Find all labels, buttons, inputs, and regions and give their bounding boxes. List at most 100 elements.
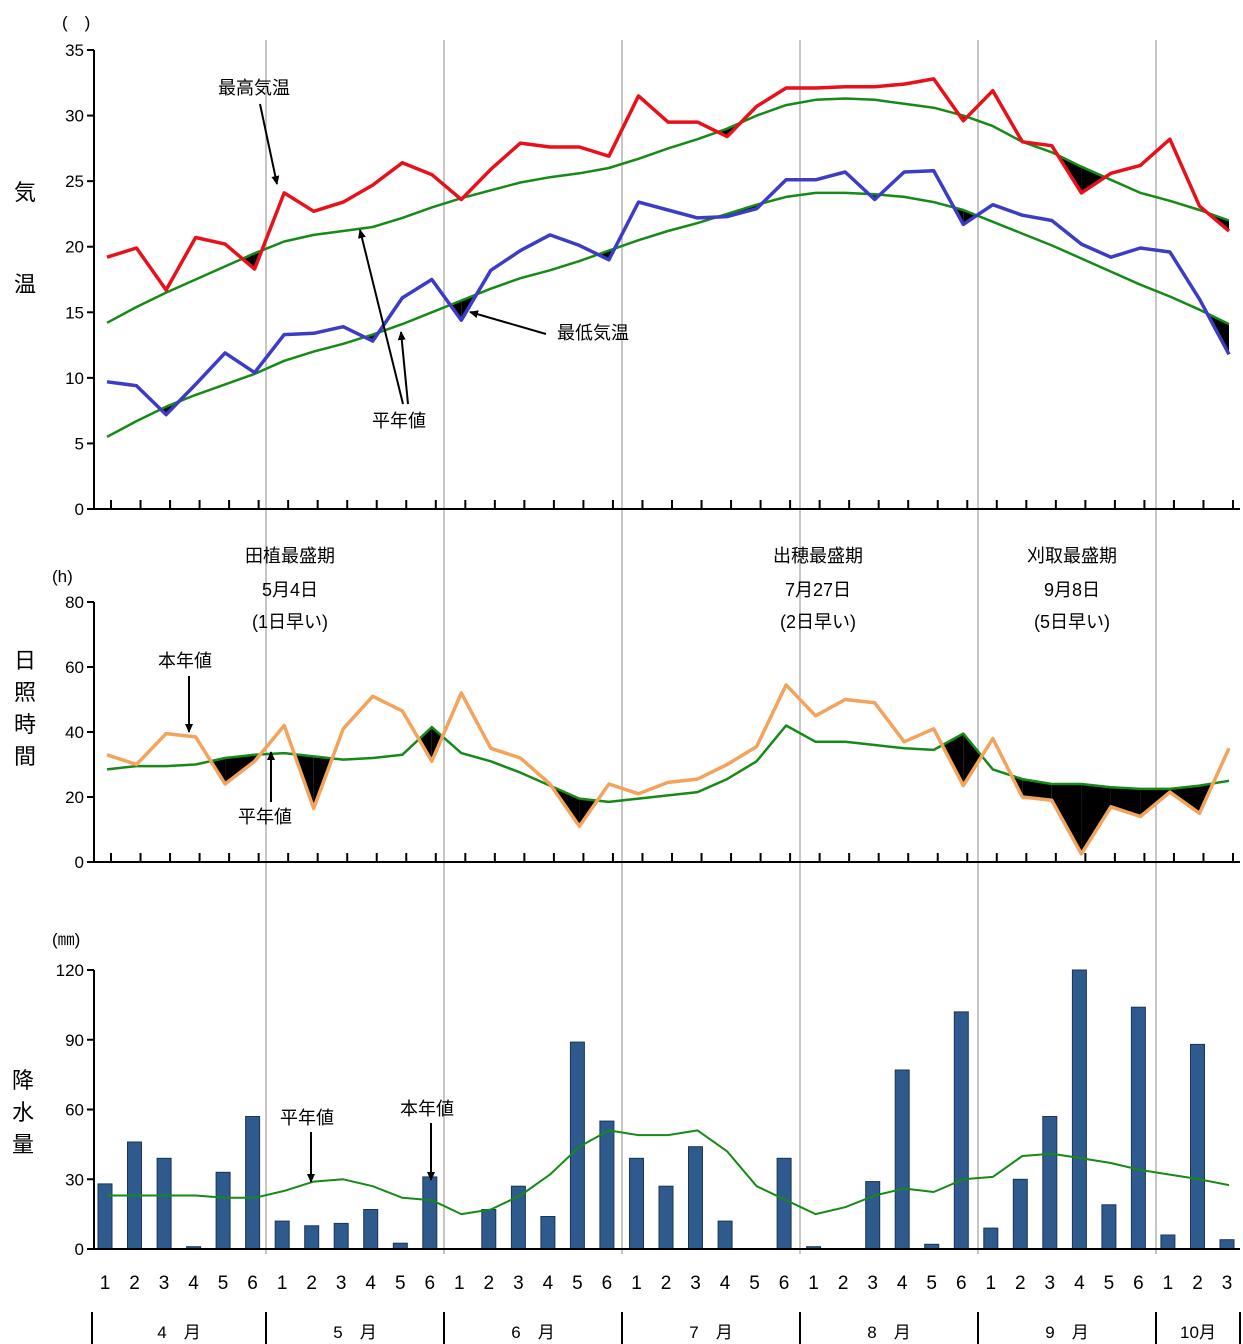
sunshine-normal-annotation: 平年値 xyxy=(238,807,292,827)
y-tick-label: 0 xyxy=(75,853,84,872)
rain-normal-annotation: 平年値 xyxy=(280,1108,334,1128)
month-label: 5 月 xyxy=(333,1323,376,1342)
x-period-label: 2 xyxy=(129,1273,140,1294)
event-heading-name: 出穂最盛期 xyxy=(773,546,863,566)
sunshine-actual-line xyxy=(106,683,1231,856)
temperature-axes xyxy=(93,50,1240,510)
x-period-label: 3 xyxy=(690,1273,701,1294)
x-period-label: 4 xyxy=(897,1273,908,1294)
max-temp-line xyxy=(106,77,1231,292)
x-period-label: 2 xyxy=(661,1273,672,1294)
y-tick-label: 10 xyxy=(65,369,84,388)
sunshine-actual-annotation: 本年値 xyxy=(158,651,212,671)
sunshine-y-label: 日 照 時 間 xyxy=(14,648,36,769)
temperature-unit-label: ( ) xyxy=(62,13,90,32)
event-heading-date: 7月27日 xyxy=(785,580,851,600)
precipitation-normal-line xyxy=(107,1129,1230,1216)
event-harvest-name: 刈取最盛期 xyxy=(1027,546,1117,566)
x-period-label: 1 xyxy=(100,1273,111,1294)
y-tick-label: 80 xyxy=(65,593,84,612)
x-period-label: 3 xyxy=(513,1273,524,1294)
precipitation-bar xyxy=(658,1185,674,1250)
precipitation-bar xyxy=(1160,1234,1176,1250)
precipitation-bar xyxy=(953,1011,969,1250)
x-period-label: 2 xyxy=(306,1273,317,1294)
min-temp-line xyxy=(106,168,1231,417)
precipitation-bar xyxy=(540,1216,556,1250)
x-period-label: 1 xyxy=(808,1273,819,1294)
sunshine-y-ticks: 0 20 40 60 80 xyxy=(65,593,94,872)
event-transplanting-name: 田植最盛期 xyxy=(245,546,335,566)
precipitation-bar xyxy=(1042,1116,1058,1250)
precipitation-bar xyxy=(1012,1178,1028,1250)
y-tick-label: 60 xyxy=(65,658,84,677)
precipitation-bar xyxy=(156,1157,172,1250)
x-period-label: 3 xyxy=(867,1273,878,1294)
sunshine-deficit-fills xyxy=(210,727,1213,854)
min-temp-normal-line xyxy=(106,191,1230,439)
x-period-label: 5 xyxy=(749,1273,760,1294)
x-period-label: 3 xyxy=(159,1273,170,1294)
temperature-y-ticks: 0 5 10 15 20 25 30 35 xyxy=(65,41,94,519)
temperature-ylabel-char: 気 xyxy=(14,180,36,205)
sunshine-unit-label: (h) xyxy=(52,567,73,586)
precipitation-bar xyxy=(1130,1006,1146,1250)
x-period-label: 3 xyxy=(336,1273,347,1294)
y-tick-label: 25 xyxy=(65,172,84,191)
precipitation-bar xyxy=(363,1209,379,1250)
temp-normal-arrow-1 xyxy=(358,229,404,405)
y-tick-label: 90 xyxy=(65,1031,84,1050)
x-period-label: 6 xyxy=(1133,1273,1144,1294)
x-period-label: 6 xyxy=(779,1273,790,1294)
event-transplanting-date: 5月4日 xyxy=(262,580,318,600)
precipitation-bar xyxy=(422,1176,438,1250)
x-period-label: 4 xyxy=(720,1273,731,1294)
x-period-label: 1 xyxy=(454,1273,465,1294)
x-period-label: 5 xyxy=(926,1273,937,1294)
precipitation-bar xyxy=(1101,1204,1117,1250)
y-tick-label: 35 xyxy=(65,41,84,60)
precipitation-bar xyxy=(629,1157,644,1250)
month-row: 4 月 5 月 6 月 7 月 8 月 9 月 10月 xyxy=(91,1312,1241,1344)
y-tick-label: 0 xyxy=(75,1240,84,1259)
event-harvest-note: (5日早い) xyxy=(1034,612,1110,632)
precipitation-bar xyxy=(894,1069,910,1250)
precipitation-ylabel-char: 量 xyxy=(12,1132,34,1157)
x-period-label: 5 xyxy=(395,1273,406,1294)
x-period-label: 2 xyxy=(838,1273,849,1294)
temp-normal-annotation: 平年値 xyxy=(372,411,426,431)
event-transplanting-note: (1日早い) xyxy=(252,612,328,632)
event-heading-note: (2日早い) xyxy=(780,612,856,632)
temp-normal-arrow-2 xyxy=(397,331,409,405)
x-period-label: 1 xyxy=(631,1273,642,1294)
temperature-y-label: 気 温 xyxy=(14,180,36,297)
precipitation-bar xyxy=(245,1116,261,1250)
y-tick-label: 30 xyxy=(65,107,84,126)
sunshine-ylabel-char: 照 xyxy=(14,680,36,705)
precipitation-bar xyxy=(1219,1239,1235,1250)
x-period-label: 2 xyxy=(1192,1273,1203,1294)
sunshine-deficit-area xyxy=(1051,784,1082,854)
sunshine-deficit-area xyxy=(1081,784,1111,854)
x-period-label: 6 xyxy=(425,1273,436,1294)
x-period-label: 5 xyxy=(1104,1273,1115,1294)
x-period-label: 2 xyxy=(484,1273,495,1294)
precipitation-ylabel-char: 降 xyxy=(12,1068,34,1093)
max-temp-annotation: 最高気温 xyxy=(218,78,290,98)
sunshine-ylabel-char: 間 xyxy=(14,744,36,769)
sunshine-deficit-area xyxy=(963,733,982,786)
month-label: 9 月 xyxy=(1045,1323,1088,1342)
precipitation-bar xyxy=(776,1157,792,1250)
precipitation-bar xyxy=(215,1171,231,1250)
precipitation-bar xyxy=(481,1209,497,1250)
temperature-panel: ( ) 気 温 0 5 10 15 20 25 30 35 最高気温 最低気温 平年値 xyxy=(14,13,1240,519)
x-period-label: 4 xyxy=(365,1273,376,1294)
precipitation-bar xyxy=(865,1181,881,1250)
event-annotations: 田植最盛期 5月4日 (1日早い) 出穂最盛期 7月27日 (2日早い) 刈取最… xyxy=(245,546,1117,632)
x-period-label: 3 xyxy=(1045,1273,1056,1294)
y-tick-label: 15 xyxy=(65,303,84,322)
month-label: 8 月 xyxy=(867,1323,910,1342)
sunshine-ylabel-char: 時 xyxy=(14,712,36,737)
x-period-label: 5 xyxy=(572,1273,583,1294)
